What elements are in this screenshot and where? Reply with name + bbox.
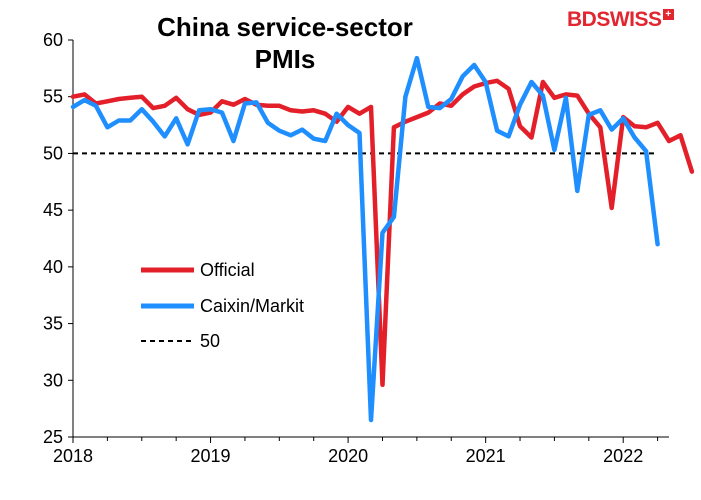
y-tick-label: 40 [43, 257, 63, 277]
brand-logo-text: BDSWISS [567, 8, 662, 31]
y-tick-label: 55 [43, 87, 63, 107]
y-tick-label: 30 [43, 370, 63, 390]
legend-50-label: 50 [200, 331, 220, 351]
x-tick-label: 2021 [466, 446, 506, 466]
brand-logo: BDSWISS + [567, 8, 674, 32]
legend-caixin-markit-label: Caixin/Markit [200, 296, 304, 316]
series-line-caixin-markit [70, 55, 660, 423]
y-tick-label: 35 [43, 314, 63, 334]
y-tick-label: 25 [43, 427, 63, 447]
x-tick-label: 2019 [191, 446, 231, 466]
chart-title-line-1: China service-sector [157, 12, 413, 42]
chart-title-line-2: PMIs [254, 44, 316, 74]
legend-official-label: Official [200, 260, 255, 280]
x-tick-label: 2020 [328, 446, 368, 466]
brand-plus-icon: + [662, 9, 674, 20]
x-tick-label: 2022 [603, 446, 643, 466]
x-tick-label: 2018 [53, 446, 93, 466]
y-tick-label: 60 [43, 30, 63, 50]
y-tick-label: 50 [43, 143, 63, 163]
y-tick-label: 45 [43, 200, 63, 220]
